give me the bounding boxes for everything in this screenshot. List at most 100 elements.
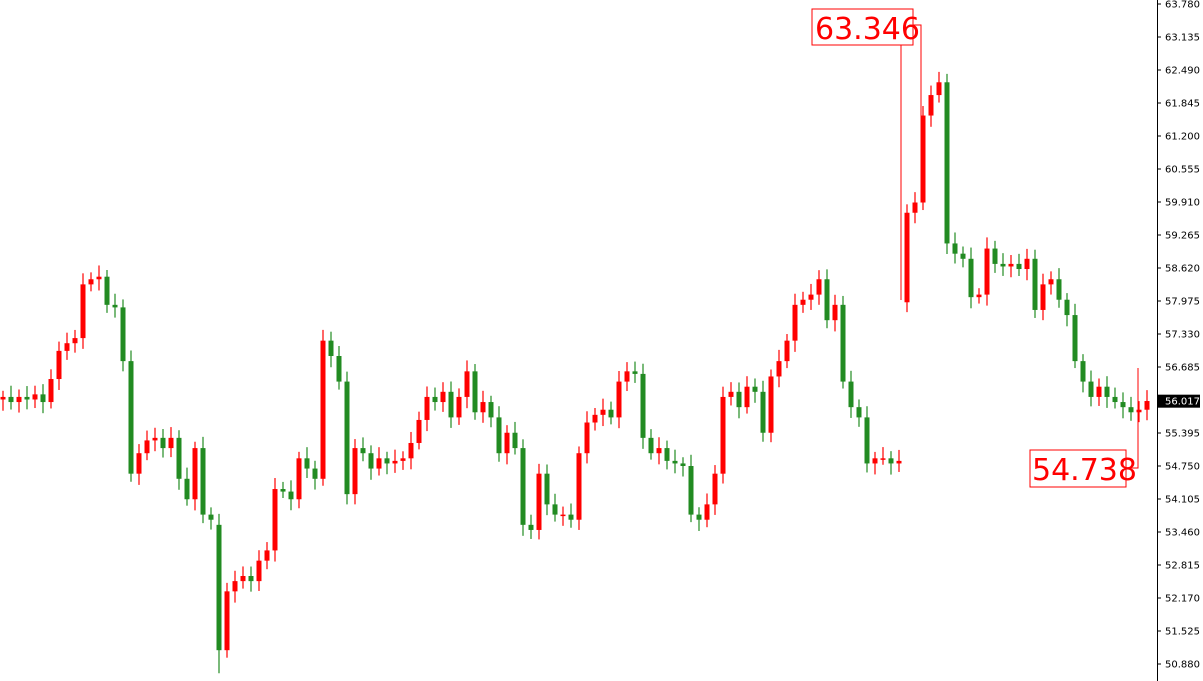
candle <box>192 441 198 511</box>
candle-body <box>288 491 294 500</box>
candle <box>440 382 446 412</box>
candle-body <box>664 448 670 461</box>
candle <box>1144 390 1150 421</box>
candles <box>0 71 1150 674</box>
candle <box>1024 248 1030 281</box>
price-axis[interactable]: 63.780 63.135 62.490 61.845 61.200 60.555 59.9… <box>1157 0 1200 671</box>
candle-body <box>688 466 694 515</box>
candle-body <box>640 373 646 438</box>
candle <box>400 451 406 470</box>
candle-body <box>456 396 462 418</box>
y-tick-label: 58.620 <box>1165 264 1200 275</box>
candle-body <box>336 356 342 382</box>
candle <box>600 398 606 427</box>
candle <box>1128 396 1134 421</box>
candle <box>1120 392 1126 419</box>
candle-body <box>752 386 758 392</box>
candle-body <box>0 396 6 400</box>
candle-body <box>744 386 750 408</box>
candle-body <box>720 396 726 474</box>
candle-body <box>1112 396 1118 403</box>
candle-body <box>168 437 174 449</box>
candle <box>256 550 262 591</box>
candle-body <box>824 279 830 321</box>
candle <box>608 401 614 425</box>
candle <box>592 408 598 431</box>
candle <box>320 329 326 486</box>
candle-body <box>408 442 414 459</box>
candle-body <box>448 391 454 418</box>
candle <box>536 463 542 540</box>
candle <box>32 385 38 409</box>
candle-body <box>968 258 974 298</box>
candle-body <box>632 371 638 374</box>
y-tick-label: 63.780 <box>1165 0 1200 11</box>
high-annotation: 63.346 <box>811 8 922 300</box>
candle-body <box>1008 263 1014 267</box>
candle <box>1088 370 1094 407</box>
candle <box>480 390 486 423</box>
candle <box>880 447 886 465</box>
candle <box>736 382 742 419</box>
candle-body <box>216 524 222 651</box>
candle-body <box>1088 381 1094 397</box>
candle <box>752 378 758 403</box>
candle-body <box>568 514 574 520</box>
candle <box>88 272 94 292</box>
y-tick-label: 57.330 <box>1165 330 1200 341</box>
candle-body <box>120 307 126 362</box>
candle-body <box>312 468 318 479</box>
candle <box>64 332 70 360</box>
candle-body <box>384 458 390 464</box>
candle <box>1048 271 1054 295</box>
candle <box>360 437 366 462</box>
candle <box>432 387 438 411</box>
candle-body <box>1136 409 1142 413</box>
y-tick-label: 53.460 <box>1165 528 1200 539</box>
candle-body <box>520 448 526 525</box>
candle-body <box>784 340 790 362</box>
high-annotation-box <box>811 8 914 46</box>
candle-body <box>904 212 910 303</box>
candle-body <box>600 409 606 415</box>
candle-body <box>56 350 62 380</box>
candle-body <box>768 376 774 433</box>
candle-body <box>848 381 854 408</box>
candle-body <box>1096 386 1102 397</box>
candle-body <box>248 576 254 582</box>
candle <box>280 481 286 498</box>
candle <box>144 430 150 461</box>
candle <box>80 273 86 349</box>
candle <box>1080 354 1086 393</box>
candle <box>56 341 62 391</box>
candle-body <box>232 581 238 592</box>
candle <box>712 465 718 515</box>
candle-body <box>680 463 686 466</box>
candle <box>728 382 734 406</box>
candle-body <box>1144 401 1150 410</box>
candle-body <box>832 304 838 321</box>
candle-body <box>256 560 262 582</box>
y-tick-label: 52.815 <box>1165 561 1200 572</box>
candle <box>104 270 110 313</box>
candle-body <box>624 371 630 382</box>
candle-body <box>112 304 118 308</box>
candle <box>648 429 654 460</box>
candle <box>528 514 534 539</box>
candle <box>200 436 206 524</box>
candle-body <box>872 458 878 464</box>
candle-body <box>464 371 470 397</box>
candle <box>240 566 246 589</box>
candle-body <box>896 460 902 464</box>
candle-body <box>1032 258 1038 310</box>
candle-body <box>808 294 814 300</box>
candle <box>16 389 22 413</box>
candle-body <box>920 115 926 203</box>
candle <box>1136 401 1142 423</box>
candle <box>680 457 686 477</box>
candle-body <box>264 550 270 561</box>
candle-body <box>536 473 542 530</box>
candle <box>992 240 998 273</box>
candle <box>952 232 958 264</box>
candle <box>912 192 918 224</box>
